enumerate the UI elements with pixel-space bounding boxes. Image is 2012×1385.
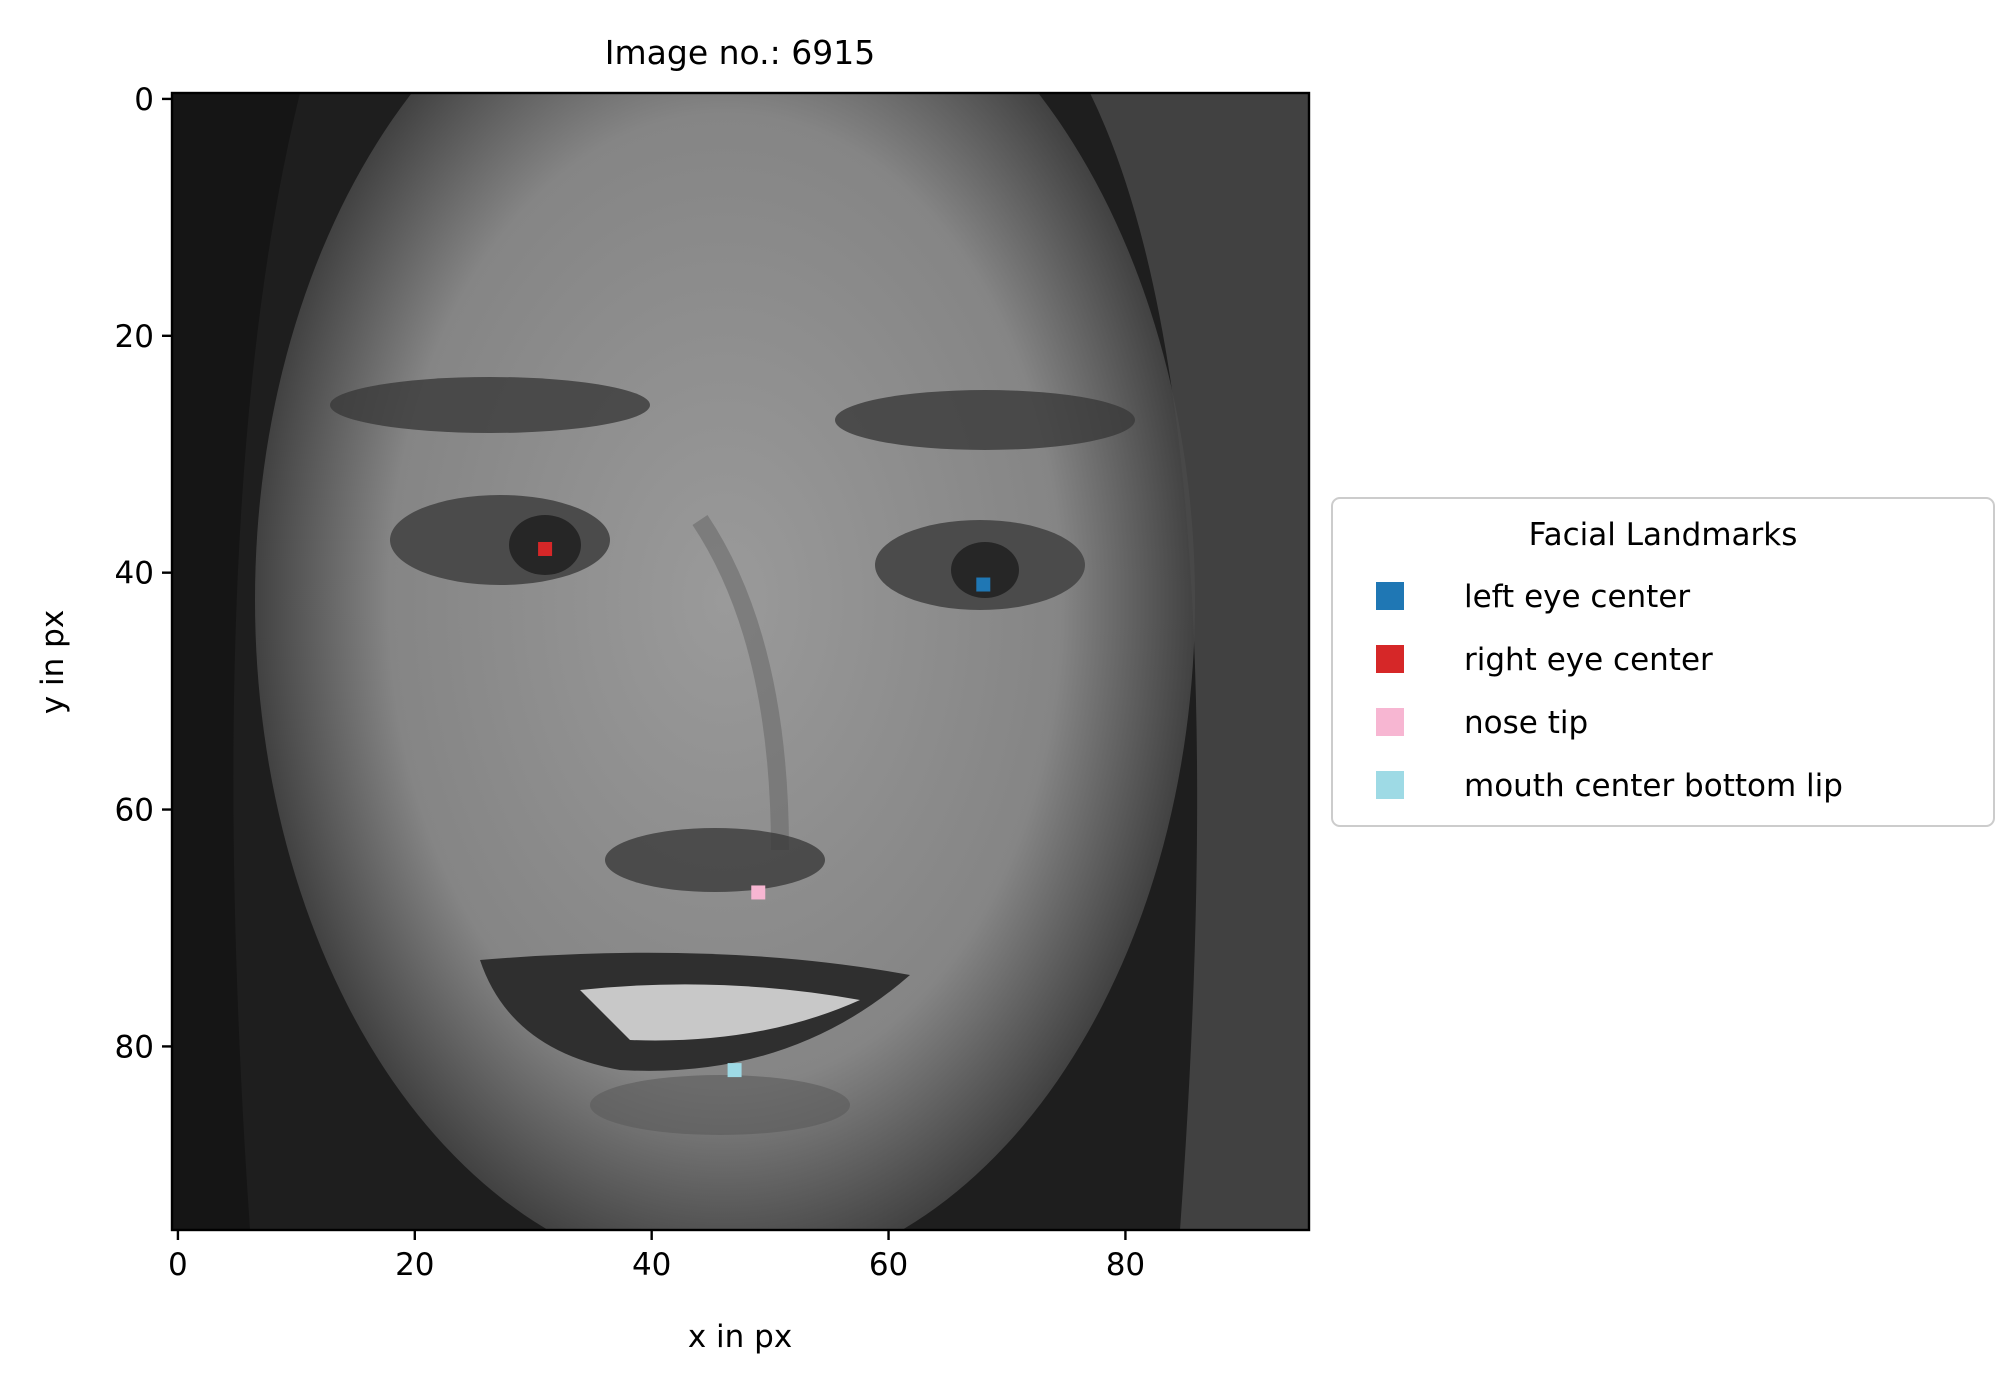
legend-swatch — [1376, 771, 1404, 799]
y-tick-label: 80 — [115, 1029, 154, 1065]
legend: Facial Landmarks left eye center right ey… — [1331, 497, 1995, 827]
chart-title: Image no.: 6915 — [605, 33, 875, 72]
landmark-point — [538, 541, 553, 556]
y-tick-label: 40 — [115, 556, 154, 592]
x-tick-label: 0 — [168, 1247, 188, 1283]
legend-swatch — [1376, 708, 1404, 736]
legend-label: nose tip — [1464, 705, 1588, 741]
plot-frame — [170, 91, 1311, 1232]
legend-label: mouth center bottom lip — [1464, 768, 1843, 804]
face-image — [172, 93, 1309, 1230]
axes-ticks: 0 20 40 60 80 0 20 40 60 80 — [115, 82, 1146, 1283]
legend-label: right eye center — [1464, 642, 1713, 678]
legend-label: left eye center — [1464, 579, 1690, 615]
legend-title: Facial Landmarks — [1529, 517, 1798, 553]
landmark-point — [976, 577, 991, 592]
y-tick-label: 60 — [115, 793, 154, 829]
y-axis-label: y in px — [35, 610, 71, 714]
legend-items: left eye center right eye center nose tip m… — [1376, 579, 1843, 804]
landmark-markers — [538, 541, 991, 1078]
y-tick-label: 20 — [115, 319, 154, 355]
x-tick-label: 60 — [869, 1247, 908, 1283]
x-tick-label: 40 — [632, 1247, 671, 1283]
x-axis-label: x in px — [688, 1319, 792, 1355]
legend-swatch — [1376, 645, 1404, 673]
legend-box — [1331, 497, 1995, 827]
landmark-point — [751, 885, 766, 900]
x-tick-label: 20 — [395, 1247, 434, 1283]
legend-swatch — [1376, 582, 1404, 610]
y-tick-label: 0 — [134, 82, 154, 118]
x-tick-label: 80 — [1106, 1247, 1145, 1283]
landmark-point — [727, 1063, 742, 1078]
